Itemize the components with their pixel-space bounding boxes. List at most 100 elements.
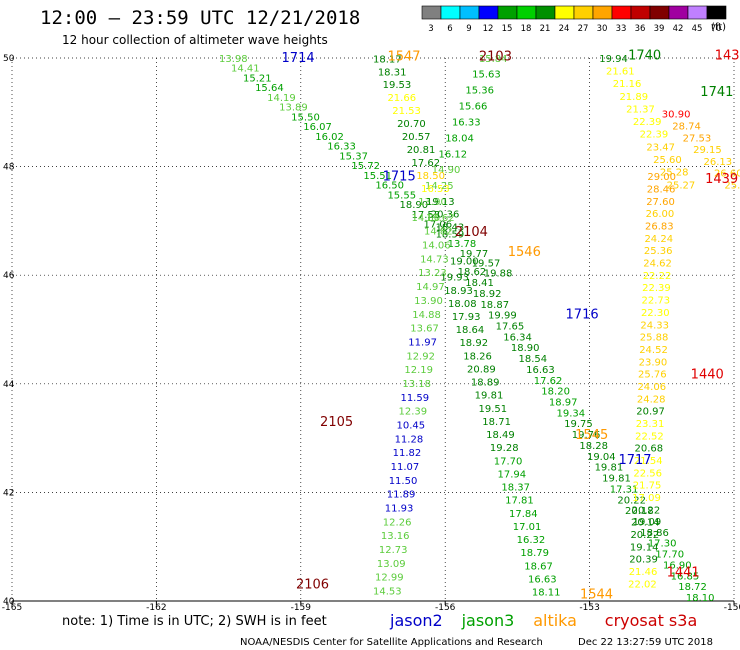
wave-height-value: 11.82 bbox=[393, 448, 422, 459]
wave-height-value: 15.21 bbox=[243, 73, 272, 84]
wave-height-value: 20.68 bbox=[635, 444, 664, 455]
wave-height-value: 18.50 bbox=[416, 171, 445, 182]
footer-note: note: 1) Time is in UTC; 2) SWH is in fe… bbox=[62, 614, 327, 629]
wave-height-value: 15.66 bbox=[459, 102, 488, 113]
wave-height-value: 21.54 bbox=[634, 456, 663, 467]
wave-height-value: 19.57 bbox=[472, 259, 501, 270]
wave-height-value: 18.92 bbox=[473, 289, 502, 300]
color-scale-tick: 15 bbox=[502, 24, 513, 34]
wave-height-value: 19.94 bbox=[599, 54, 628, 65]
satellite-legend: jason2 jason3 altika cryosat s3a bbox=[389, 611, 697, 630]
wave-height-value: 16.33 bbox=[452, 117, 481, 128]
wave-height-value: 13.09 bbox=[377, 559, 406, 570]
wave-height-value: 23.90 bbox=[639, 357, 668, 368]
wave-height-value: 16.33 bbox=[327, 142, 356, 153]
wave-height-value: 19.76 bbox=[572, 430, 601, 441]
wave-height-value: 16.02 bbox=[315, 132, 344, 143]
satellite-legend-entry: jason2 bbox=[389, 611, 443, 630]
wave-height-value: 22.56 bbox=[633, 468, 662, 479]
wave-height-value: 29.15 bbox=[693, 145, 722, 156]
color-scale-tick: 18 bbox=[521, 24, 532, 34]
wave-height-value: 20.70 bbox=[397, 119, 426, 130]
wave-height-value: 18.72 bbox=[678, 582, 707, 593]
wave-height-value: 16.50 bbox=[375, 181, 404, 192]
color-scale-legend: 3 6 9 12 15 18 21 24 27 30 33 36 39 42 45 70 bbox=[421, 5, 727, 34]
wave-height-value: 23.47 bbox=[646, 142, 675, 153]
wave-height-value: 25.76 bbox=[638, 370, 667, 381]
plot-pass-labels: 1714 1547 2103 1740 143174114391715210415461… bbox=[282, 49, 740, 603]
wave-height-value: 20.22 bbox=[630, 530, 659, 541]
wave-height-value: 21.46 bbox=[629, 567, 658, 578]
wave-height-value: 18.26 bbox=[463, 351, 492, 362]
color-scale-tick: 3 bbox=[428, 24, 433, 34]
wave-height-value: 16.07 bbox=[303, 122, 332, 133]
track-2103-ascending: 13.9814.4115.2115.6414.1913.8915.5016.07… bbox=[219, 54, 512, 279]
wave-height-value: 19.88 bbox=[484, 268, 513, 279]
x-tick-label: -159 bbox=[291, 603, 312, 613]
color-scale-tick: 36 bbox=[635, 24, 646, 34]
pass-label: 1715 bbox=[383, 170, 416, 185]
wave-height-value: 13.67 bbox=[410, 324, 439, 335]
wave-height-value: 22.39 bbox=[642, 283, 671, 294]
satellite-legend-entry: altika bbox=[533, 611, 577, 630]
color-scale-tick: 6 bbox=[447, 24, 452, 34]
wave-height-value: 16.63 bbox=[528, 574, 557, 585]
wave-height-value: 22.39 bbox=[633, 117, 662, 128]
wave-height-value: 21.89 bbox=[619, 92, 648, 103]
wave-height-value: 24.62 bbox=[643, 259, 672, 270]
wave-height-value: 18.86 bbox=[640, 528, 669, 539]
wave-height-value: 16.63 bbox=[526, 365, 555, 376]
wave-height-value: 17.84 bbox=[509, 509, 538, 520]
color-swatch bbox=[668, 5, 689, 20]
pass-label: 1545 bbox=[575, 428, 608, 443]
wave-height-value: 29.00 bbox=[647, 172, 676, 183]
wave-height-value: 14.06 bbox=[422, 241, 451, 252]
wave-height-value: 24.52 bbox=[639, 345, 668, 356]
color-swatch bbox=[592, 5, 613, 20]
wave-height-value: 11.97 bbox=[408, 337, 437, 348]
wave-height-value: 13.98 bbox=[219, 54, 248, 65]
wave-height-value: 13.23 bbox=[418, 268, 447, 279]
wave-height-value: 13.16 bbox=[381, 531, 410, 542]
x-tick-label: -162 bbox=[146, 603, 166, 613]
wave-height-value: 20.57 bbox=[402, 132, 431, 143]
wave-height-value: 20.89 bbox=[467, 364, 496, 375]
wave-height-value: 18.67 bbox=[524, 561, 553, 572]
color-swatch bbox=[630, 5, 651, 20]
wave-height-value: 26.60 bbox=[714, 169, 740, 180]
color-swatch bbox=[649, 5, 670, 20]
track-1547: 18.17 18.31 19.53 21.66 21.53 20.70 20.57 20.81… bbox=[373, 54, 464, 233]
wave-height-value: 22.02 bbox=[628, 579, 657, 590]
x-tick-label: -156 bbox=[435, 603, 456, 613]
wave-height-value: 18.17 bbox=[373, 54, 402, 65]
wave-height-value: 13.90 bbox=[418, 197, 447, 208]
y-tick-label: 50 bbox=[3, 54, 15, 64]
wave-height-value: 19.53 bbox=[383, 80, 412, 91]
wave-height-value: 18.08 bbox=[448, 299, 477, 310]
pass-label: 1439 bbox=[705, 172, 738, 187]
color-swatch bbox=[687, 5, 708, 20]
wave-height-value: 22.52 bbox=[635, 431, 664, 442]
wave-height-value: 18.31 bbox=[378, 67, 407, 78]
wave-height-value: 18.28 bbox=[579, 441, 608, 452]
wave-height-value: 14.90 bbox=[432, 165, 461, 176]
wave-height-value: 24.06 bbox=[637, 382, 666, 393]
y-tick-label: 48 bbox=[3, 163, 15, 173]
color-swatch bbox=[478, 5, 499, 20]
wave-height-value: 15.55 bbox=[387, 190, 416, 201]
wave-height-value: 18.37 bbox=[501, 483, 530, 494]
color-scale-tick: 21 bbox=[540, 24, 551, 34]
wave-height-value: 14.73 bbox=[420, 254, 449, 265]
wave-height-value: 13.89 bbox=[279, 103, 308, 114]
wave-height-value: 19.14 bbox=[630, 542, 659, 553]
wave-height-value: 25.77 bbox=[724, 180, 740, 191]
wave-height-value: 13.18 bbox=[402, 379, 431, 390]
wave-height-value: 12.73 bbox=[379, 545, 408, 556]
pass-label: 1440 bbox=[691, 367, 724, 382]
wave-height-value: 25.28 bbox=[660, 168, 689, 179]
color-scale-tick: 70 bbox=[711, 24, 722, 34]
wave-height-value: 19.13 bbox=[426, 197, 455, 208]
wave-height-value: 20.14 bbox=[631, 518, 660, 529]
